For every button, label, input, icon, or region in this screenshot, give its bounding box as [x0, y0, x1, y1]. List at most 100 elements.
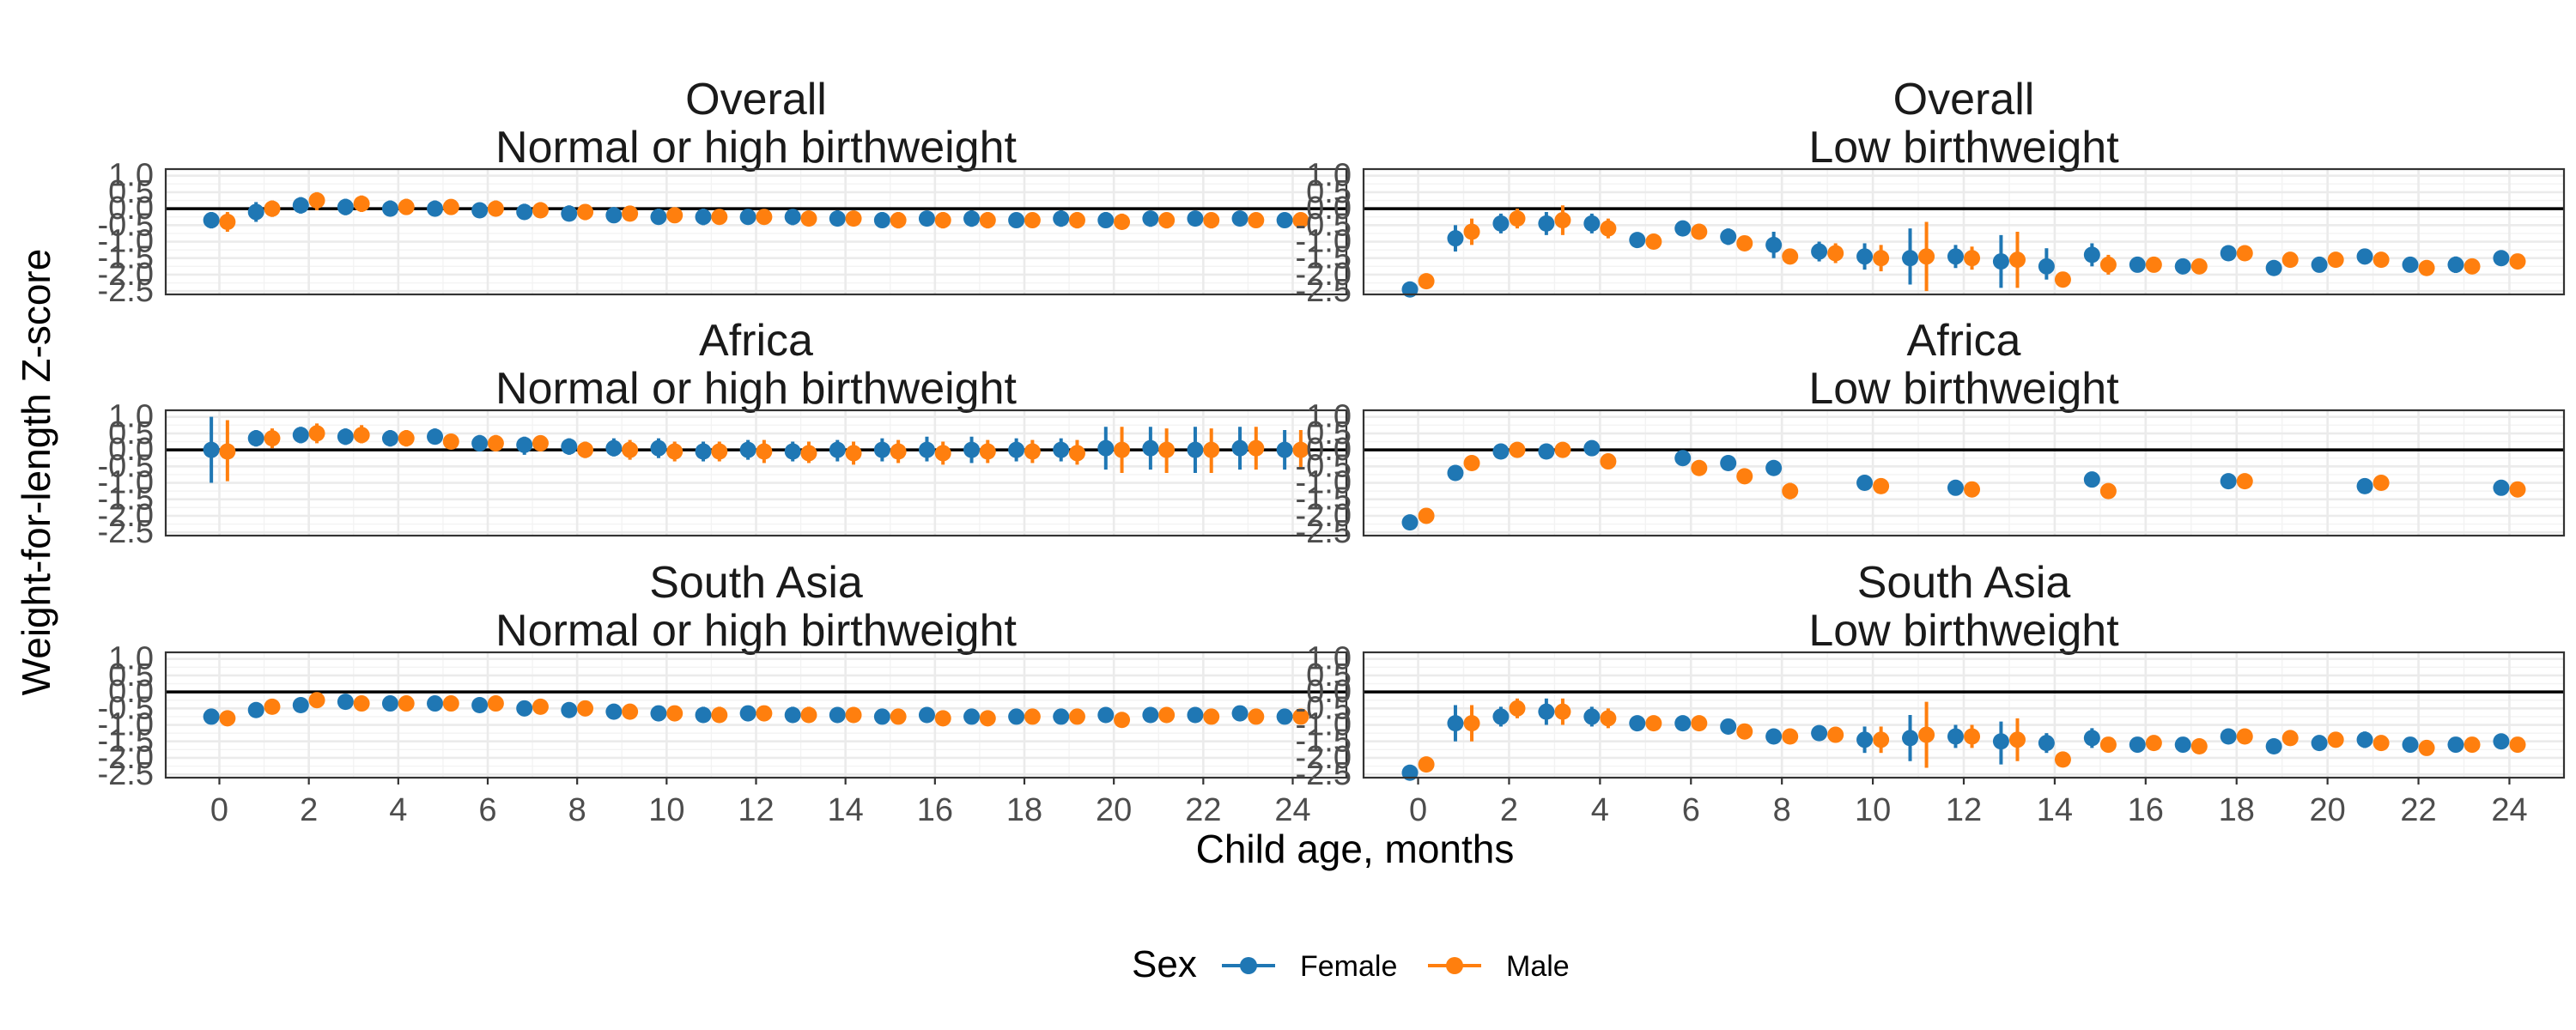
data-point	[1554, 441, 1571, 458]
data-point	[873, 441, 890, 458]
data-point	[1231, 705, 1249, 722]
y-tick-label: -1.5	[98, 724, 154, 760]
series-female	[203, 694, 1293, 725]
data-point	[2220, 245, 2237, 262]
data-point	[2054, 751, 2071, 768]
data-point	[381, 695, 398, 712]
data-point	[337, 694, 354, 711]
data-point	[2099, 736, 2117, 754]
data-point	[1024, 212, 1041, 229]
data-point	[561, 205, 578, 222]
y-tick-label: 1.0	[1306, 641, 1352, 677]
data-point	[1992, 733, 2009, 750]
y-tick-label: -0.5	[1296, 448, 1352, 484]
data-point	[1418, 273, 1435, 290]
data-point	[2008, 251, 2026, 269]
y-tick-label: -2.5	[98, 514, 154, 550]
y-tick-label: -0.5	[1296, 690, 1352, 726]
data-point	[1492, 215, 1510, 232]
panel-title-line2: Low birthweight	[1808, 364, 2119, 414]
y-tick-label: 0.0	[108, 191, 154, 227]
data-point	[1187, 441, 1204, 458]
data-point	[1509, 210, 1526, 227]
data-point	[1736, 723, 1753, 740]
data-point	[247, 430, 264, 447]
panel-title-line1: Africa	[1907, 316, 2021, 366]
data-point	[1947, 728, 1964, 745]
data-point	[890, 443, 907, 460]
data-point	[1918, 726, 1935, 743]
y-tick-label: -2.5	[1296, 514, 1352, 550]
data-point	[1720, 718, 1737, 735]
data-point	[2236, 728, 2253, 745]
data-point	[337, 428, 354, 445]
panel-border	[164, 409, 1348, 537]
data-point	[427, 200, 444, 217]
data-point	[934, 445, 951, 462]
data-point	[666, 705, 683, 722]
data-point	[979, 212, 996, 229]
data-point	[829, 706, 846, 724]
data-point	[471, 434, 489, 451]
data-point	[711, 706, 728, 724]
y-tick-label: -1.0	[98, 224, 154, 260]
data-point	[487, 434, 504, 451]
data-point	[800, 445, 817, 462]
data-point	[1811, 724, 1828, 742]
data-point	[2220, 473, 2237, 490]
data-point	[1600, 220, 1617, 237]
data-point	[1158, 212, 1176, 229]
data-point	[1827, 245, 1844, 262]
data-point	[219, 710, 236, 727]
x-tick-label: 18	[1006, 792, 1042, 828]
data-point	[398, 695, 415, 712]
data-point	[442, 433, 459, 450]
data-point	[2356, 248, 2373, 265]
data-point	[2265, 738, 2282, 754]
data-point	[2464, 258, 2481, 275]
series-female	[1401, 439, 2510, 531]
data-point	[1554, 703, 1571, 720]
data-point	[2281, 251, 2299, 269]
data-point	[650, 439, 667, 457]
y-tick-label: 0.5	[1306, 174, 1352, 210]
data-point	[1068, 212, 1085, 229]
data-point	[561, 438, 578, 455]
y-tick-label: -2.5	[98, 273, 154, 309]
data-point	[203, 708, 220, 725]
data-point	[381, 430, 398, 447]
data-point	[2236, 245, 2253, 262]
data-point	[337, 198, 354, 215]
data-point	[845, 445, 862, 462]
data-point	[1097, 706, 1115, 724]
data-point	[1720, 454, 1737, 471]
data-point	[1691, 459, 1708, 476]
y-tick-label: 0.0	[1306, 432, 1352, 468]
panel-title-line1: Africa	[699, 316, 813, 366]
data-point	[1276, 441, 1293, 458]
legend-male-label: Male	[1506, 950, 1570, 983]
panel-title-line1: South Asia	[649, 558, 863, 608]
data-point	[890, 708, 907, 725]
y-tick-label: -1.0	[98, 707, 154, 743]
data-point	[1142, 210, 1159, 227]
data-point	[442, 198, 459, 215]
y-tick-label: -1.5	[98, 240, 154, 276]
data-point	[2190, 258, 2208, 275]
data-point	[2083, 471, 2100, 488]
panel-title-line2: Normal or high birthweight	[495, 123, 1017, 173]
data-point	[845, 706, 862, 724]
panel-title-line2: Low birthweight	[1808, 123, 2119, 173]
data-point	[2220, 728, 2237, 745]
data-point	[1827, 726, 1844, 743]
data-point	[800, 706, 817, 724]
x-tick-label: 4	[1591, 792, 1609, 828]
x-tick-label: 10	[1855, 792, 1891, 828]
y-tick-label: 1.0	[1306, 399, 1352, 435]
data-point	[1203, 708, 1220, 725]
data-point	[1401, 514, 1419, 531]
data-point	[532, 434, 549, 451]
